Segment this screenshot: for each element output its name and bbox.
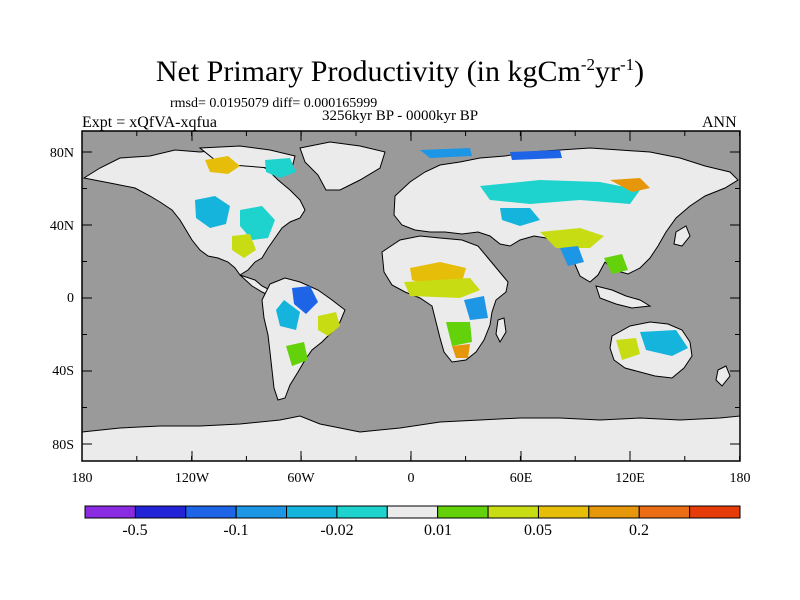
colorbar-swatch <box>386 505 439 519</box>
axis-ticks <box>81 131 741 461</box>
lon-label: 180 <box>72 471 93 486</box>
colorbar-swatch <box>437 505 489 519</box>
lon-label: 180 <box>730 471 751 486</box>
colorbar-swatch <box>588 505 640 519</box>
colorbar-swatch <box>235 505 288 519</box>
anomaly-patch <box>640 330 688 356</box>
land-japan <box>673 225 691 247</box>
lon-label: 0 <box>408 471 415 486</box>
colorbar-swatch <box>336 505 388 519</box>
anomaly-patch <box>610 178 650 192</box>
anomaly-patch <box>404 278 480 298</box>
anomaly-patch <box>510 150 562 160</box>
anomaly-patch <box>286 342 308 366</box>
anomaly-patch <box>195 196 230 228</box>
colorbar-label: -0.1 <box>223 522 249 539</box>
anomaly-patch <box>480 180 640 204</box>
colorbar-swatch <box>185 505 237 519</box>
lat-label: 0 <box>67 291 74 306</box>
anomaly-patch <box>420 148 472 158</box>
colorbar-label: -0.5 <box>122 522 148 539</box>
colorbar-label: -0.02 <box>320 522 354 539</box>
colorbar-swatch <box>134 505 187 519</box>
lon-label: 120E <box>615 471 645 486</box>
land-masses <box>81 141 741 462</box>
anomaly-patch <box>446 322 472 346</box>
colorbar-swatch <box>84 505 136 519</box>
land-indonesia <box>595 285 652 309</box>
colorbar-label: 0.2 <box>629 522 649 539</box>
anomaly-patch <box>560 246 584 266</box>
plot-title: Net Primary Productivity (in kgCm-2yr-1) <box>155 55 645 88</box>
colorbar <box>84 505 741 519</box>
lat-label: 40N <box>50 219 74 234</box>
land-greenland <box>299 141 386 191</box>
period-subtitle: 3256kyr BP - 0000kyr BP <box>322 108 479 124</box>
anomaly-patch <box>500 208 540 226</box>
experiment-label: Expt = xQfVA-xqfua <box>82 114 217 131</box>
anomaly-patch <box>318 312 340 336</box>
anomaly-patch <box>604 254 628 274</box>
colorbar-swatch <box>638 505 691 519</box>
lon-label: 60W <box>287 471 315 486</box>
lat-label: 80S <box>52 438 74 453</box>
anomaly-patch <box>240 206 275 240</box>
stats-line: rmsd= 0.0195079 diff= 0.000165999 <box>170 96 378 111</box>
lon-label: 60E <box>510 471 533 486</box>
lon-label: 120W <box>175 471 210 486</box>
anomaly-patch <box>232 234 256 258</box>
colorbar-label: 0.01 <box>424 522 452 539</box>
lat-label: 80N <box>50 146 74 161</box>
land-antarctica <box>81 415 741 462</box>
anomaly-patch <box>276 300 300 330</box>
anomaly-patch <box>540 228 604 248</box>
anomaly-patch <box>616 338 640 360</box>
colorbar-swatch <box>286 505 338 519</box>
colorbar-label: 0.05 <box>524 522 552 539</box>
anomaly-patch <box>205 156 240 174</box>
anomaly-patch <box>265 158 296 178</box>
anomaly-patch <box>464 296 488 320</box>
colorbar-swatch <box>537 505 590 519</box>
land-new-zealand <box>715 365 731 387</box>
lat-label: 40S <box>52 364 74 379</box>
anomaly-patches <box>195 148 688 366</box>
land-madagascar <box>495 317 507 344</box>
season-label: ANN <box>702 114 737 131</box>
colorbar-swatch <box>487 505 539 519</box>
anomaly-patch <box>452 344 470 358</box>
colorbar-swatch <box>689 505 741 519</box>
anomaly-patch <box>292 286 318 314</box>
